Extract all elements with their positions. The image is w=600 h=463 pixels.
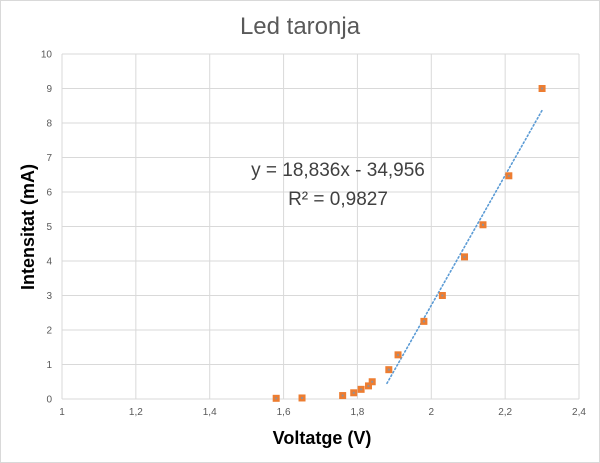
data-point xyxy=(365,382,373,390)
point-marker-center xyxy=(397,353,400,356)
y-axis-title: Intensitat (mA) xyxy=(18,164,38,290)
data-points xyxy=(272,85,546,402)
trendline xyxy=(386,109,543,385)
data-point xyxy=(350,389,358,397)
data-point xyxy=(505,172,513,180)
y-tick-label: 0 xyxy=(46,395,52,406)
x-tick-label: 1 xyxy=(59,407,65,418)
chart-title: Led taronja xyxy=(240,13,361,40)
trendline-equation: y = 18,836x - 34,956 xyxy=(251,160,425,181)
data-point xyxy=(385,366,393,374)
point-marker-center xyxy=(301,396,304,399)
point-marker-center xyxy=(481,223,484,226)
data-point xyxy=(461,253,469,261)
x-tick-label: 2,2 xyxy=(498,407,512,418)
y-tick-label: 3 xyxy=(46,291,52,302)
point-marker-center xyxy=(360,388,363,391)
x-axis-title: Voltatge (V) xyxy=(273,428,372,448)
y-tick-label: 7 xyxy=(46,153,52,164)
point-marker-center xyxy=(507,174,510,177)
trendline-layer xyxy=(386,109,543,385)
point-marker-center xyxy=(341,394,344,397)
point-marker-center xyxy=(541,87,544,90)
y-tick-label: 8 xyxy=(46,119,52,130)
x-tick-label: 1,4 xyxy=(203,407,217,418)
point-marker-center xyxy=(367,384,370,387)
point-marker-center xyxy=(371,380,374,383)
y-tick-label: 10 xyxy=(41,50,53,61)
trendline-r-squared: R² = 0,9827 xyxy=(288,189,388,210)
x-tick-label: 2,4 xyxy=(572,407,586,418)
data-point xyxy=(339,392,347,400)
x-tick-label: 1,6 xyxy=(277,407,291,418)
data-point xyxy=(438,292,446,299)
data-point xyxy=(479,221,487,229)
y-tick-label: 1 xyxy=(46,360,52,371)
point-marker-center xyxy=(441,294,444,297)
point-marker-center xyxy=(463,255,466,258)
y-tick-label: 5 xyxy=(46,222,52,233)
gridlines xyxy=(61,53,580,400)
x-tick-label: 1,2 xyxy=(129,407,143,418)
y-tick-label: 4 xyxy=(46,257,52,268)
data-point xyxy=(357,385,365,393)
data-point xyxy=(298,394,306,402)
data-point xyxy=(272,394,280,402)
y-tick-label: 9 xyxy=(46,84,52,95)
point-marker-center xyxy=(352,391,355,394)
point-marker-center xyxy=(275,397,278,400)
point-marker-center xyxy=(422,320,425,323)
point-marker-center xyxy=(387,368,390,371)
y-tick-label: 6 xyxy=(46,188,52,199)
y-tick-label: 2 xyxy=(46,326,52,337)
data-point xyxy=(368,378,376,386)
data-point xyxy=(394,351,402,359)
data-point xyxy=(420,317,428,325)
x-tick-label: 1,8 xyxy=(350,407,364,418)
x-tick-label: 2 xyxy=(429,407,435,418)
data-point xyxy=(538,85,546,92)
